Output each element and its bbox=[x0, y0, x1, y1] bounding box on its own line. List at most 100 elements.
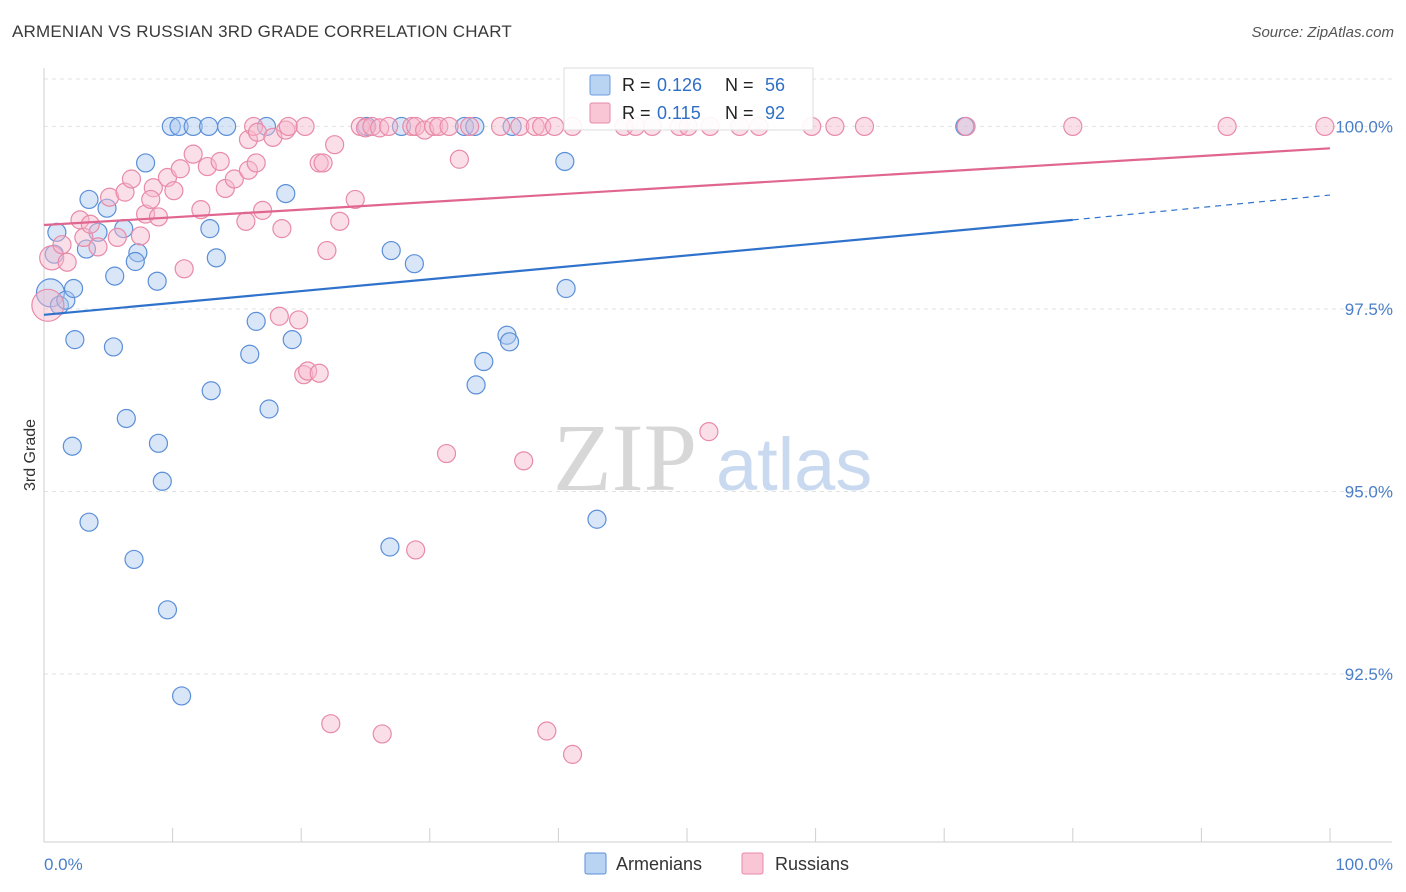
data-point-russians bbox=[1315, 116, 1335, 137]
stats-legend-r-label: R = bbox=[622, 75, 651, 95]
data-point-russians bbox=[429, 116, 449, 137]
data-point-armenians bbox=[63, 278, 84, 299]
trend-line-armenians bbox=[43, 218, 1073, 316]
data-point-russians bbox=[490, 116, 511, 137]
data-point-russians bbox=[345, 189, 365, 210]
stats-legend-n-value: 92 bbox=[765, 103, 785, 123]
data-point-russians bbox=[562, 744, 583, 764]
data-point-russians bbox=[170, 159, 190, 179]
data-point-russians bbox=[1217, 116, 1237, 137]
data-point-russians bbox=[52, 235, 72, 255]
data-point-armenians bbox=[381, 240, 401, 261]
stats-legend-r-value: 0.115 bbox=[657, 103, 701, 123]
data-point-russians bbox=[525, 116, 545, 137]
stats-legend-n-label: N = bbox=[725, 103, 754, 123]
data-point-russians bbox=[355, 118, 376, 138]
data-point-russians bbox=[313, 153, 333, 173]
data-point-russians bbox=[183, 144, 203, 164]
x-tick-label: 0.0% bbox=[44, 855, 83, 874]
data-point-armenians bbox=[206, 248, 226, 268]
data-point-russians bbox=[247, 122, 268, 142]
data-point-armenians bbox=[276, 183, 296, 204]
data-point-armenians bbox=[240, 344, 260, 364]
data-point-russians bbox=[544, 116, 565, 137]
data-point-russians bbox=[246, 153, 266, 173]
data-point-armenians bbox=[135, 153, 156, 173]
data-point-russians bbox=[699, 422, 719, 442]
data-point-armenians bbox=[199, 116, 219, 137]
data-point-armenians bbox=[65, 330, 85, 350]
stats-legend-r-value: 0.126 bbox=[657, 75, 702, 95]
chart-source: Source: ZipAtlas.com bbox=[1251, 24, 1394, 41]
data-point-armenians bbox=[148, 433, 169, 453]
data-point-russians bbox=[825, 116, 845, 137]
data-point-russians bbox=[276, 120, 296, 140]
data-point-armenians bbox=[76, 239, 97, 259]
data-point-russians bbox=[143, 178, 163, 198]
data-point-armenians bbox=[161, 116, 181, 137]
data-point-armenians bbox=[79, 512, 99, 532]
data-point-russians bbox=[236, 211, 256, 231]
y-axis-label: 3rd Grade bbox=[22, 419, 39, 491]
data-point-russians bbox=[164, 181, 184, 201]
data-point-russians bbox=[321, 714, 341, 734]
data-point-armenians bbox=[217, 116, 237, 137]
stats-legend-n-value: 56 bbox=[765, 75, 785, 95]
data-point-russians bbox=[956, 116, 976, 137]
data-point-russians bbox=[514, 451, 534, 471]
data-point-russians bbox=[174, 259, 194, 279]
data-point-armenians bbox=[124, 549, 144, 570]
data-point-russians bbox=[325, 135, 345, 155]
data-point-armenians bbox=[465, 116, 485, 137]
data-point-russians bbox=[1063, 116, 1083, 137]
data-point-armenians bbox=[556, 278, 576, 299]
trend-extension-armenians bbox=[1072, 194, 1331, 221]
stats-legend-swatch bbox=[589, 74, 611, 96]
stats-legend-n-label: N = bbox=[725, 75, 754, 95]
data-point-russians bbox=[272, 219, 292, 239]
data-point-armenians bbox=[587, 509, 607, 529]
y-tick-label: 95.0% bbox=[1345, 483, 1393, 502]
data-point-russians bbox=[362, 116, 382, 137]
data-point-russians bbox=[107, 227, 127, 248]
legend-label-armenians: Armenians bbox=[616, 854, 702, 874]
data-point-russians bbox=[372, 724, 392, 744]
data-point-armenians bbox=[259, 399, 279, 419]
stats-legend-r-label: R = bbox=[622, 103, 651, 123]
data-point-armenians bbox=[380, 537, 400, 557]
data-point-russians bbox=[141, 189, 161, 210]
data-point-russians bbox=[294, 365, 314, 385]
data-point-russians bbox=[57, 252, 77, 272]
data-point-russians bbox=[238, 160, 259, 180]
data-point-russians bbox=[406, 540, 426, 560]
data-point-russians bbox=[253, 200, 273, 220]
data-point-armenians bbox=[79, 189, 99, 210]
legend-swatch-armenians bbox=[584, 852, 607, 875]
legend-label-russians: Russians bbox=[775, 854, 849, 874]
data-point-armenians bbox=[454, 116, 475, 137]
data-point-russians bbox=[449, 149, 469, 169]
data-point-armenians bbox=[147, 271, 167, 291]
data-point-russians bbox=[197, 156, 217, 177]
data-point-armenians bbox=[116, 408, 136, 429]
data-point-armenians bbox=[246, 311, 266, 331]
data-point-russians bbox=[99, 187, 120, 207]
data-point-russians bbox=[379, 116, 399, 137]
data-point-armenians bbox=[404, 254, 424, 274]
data-point-armenians bbox=[169, 116, 189, 137]
data-point-russians bbox=[191, 200, 211, 220]
data-point-armenians bbox=[62, 436, 82, 456]
data-point-armenians bbox=[157, 600, 178, 620]
data-point-russians bbox=[309, 363, 329, 383]
data-point-armenians bbox=[466, 375, 486, 395]
data-point-russians bbox=[436, 443, 457, 464]
data-point-armenians bbox=[172, 686, 192, 706]
data-point-russians bbox=[330, 211, 350, 231]
data-point-armenians bbox=[502, 116, 522, 137]
watermark-zip: ZIP bbox=[553, 404, 697, 511]
data-point-armenians bbox=[282, 330, 302, 350]
data-point-russians bbox=[854, 116, 875, 137]
data-point-armenians bbox=[474, 351, 494, 372]
data-point-russians bbox=[537, 721, 557, 741]
